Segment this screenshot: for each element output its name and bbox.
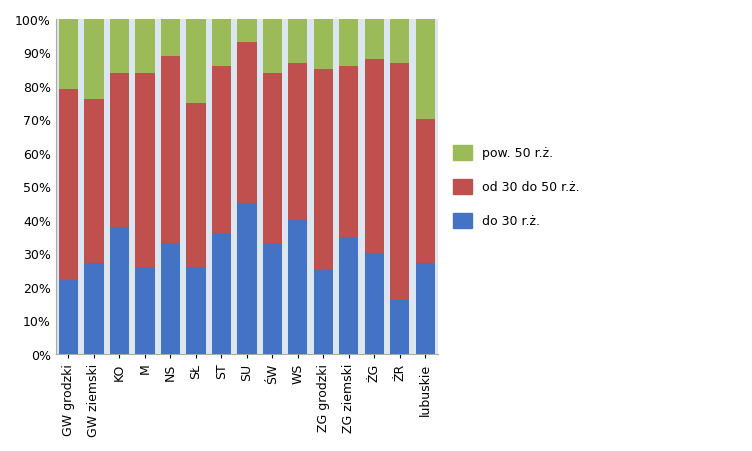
Bar <box>416 264 435 354</box>
Bar <box>84 100 104 264</box>
Bar <box>110 20 129 74</box>
Bar <box>238 20 256 43</box>
Bar <box>135 74 154 267</box>
Bar <box>238 204 256 354</box>
Bar <box>110 74 129 227</box>
Bar <box>339 67 359 237</box>
Bar <box>263 20 282 74</box>
Bar <box>212 234 231 354</box>
Bar <box>390 300 410 354</box>
Bar <box>135 267 154 354</box>
Bar <box>365 254 384 354</box>
Bar <box>416 120 435 264</box>
Bar <box>314 70 333 271</box>
Bar <box>416 20 435 120</box>
Bar <box>161 244 180 354</box>
Bar <box>84 20 104 100</box>
Bar <box>263 244 282 354</box>
Bar <box>186 103 205 267</box>
Bar <box>135 20 154 74</box>
Bar <box>84 264 104 354</box>
Bar <box>110 227 129 354</box>
Bar <box>59 20 78 90</box>
Bar <box>365 60 384 254</box>
Bar <box>263 74 282 244</box>
Bar <box>212 20 231 67</box>
Bar <box>288 20 308 64</box>
Bar <box>212 67 231 234</box>
Bar <box>339 237 359 354</box>
Bar <box>339 20 359 67</box>
Bar <box>390 64 410 300</box>
Bar <box>186 267 205 354</box>
Bar <box>161 57 180 244</box>
Bar <box>390 20 410 64</box>
Bar <box>314 20 333 70</box>
Bar <box>161 20 180 57</box>
Bar <box>59 281 78 354</box>
Bar <box>288 221 308 354</box>
Bar <box>238 43 256 204</box>
Legend: pow. 50 r.ż., od 30 do 50 r.ż., do 30 r.ż.: pow. 50 r.ż., od 30 do 50 r.ż., do 30 r.… <box>448 140 584 234</box>
Bar <box>186 20 205 103</box>
Bar <box>365 20 384 60</box>
Bar <box>288 64 308 221</box>
Bar <box>314 271 333 354</box>
Bar <box>59 90 78 281</box>
